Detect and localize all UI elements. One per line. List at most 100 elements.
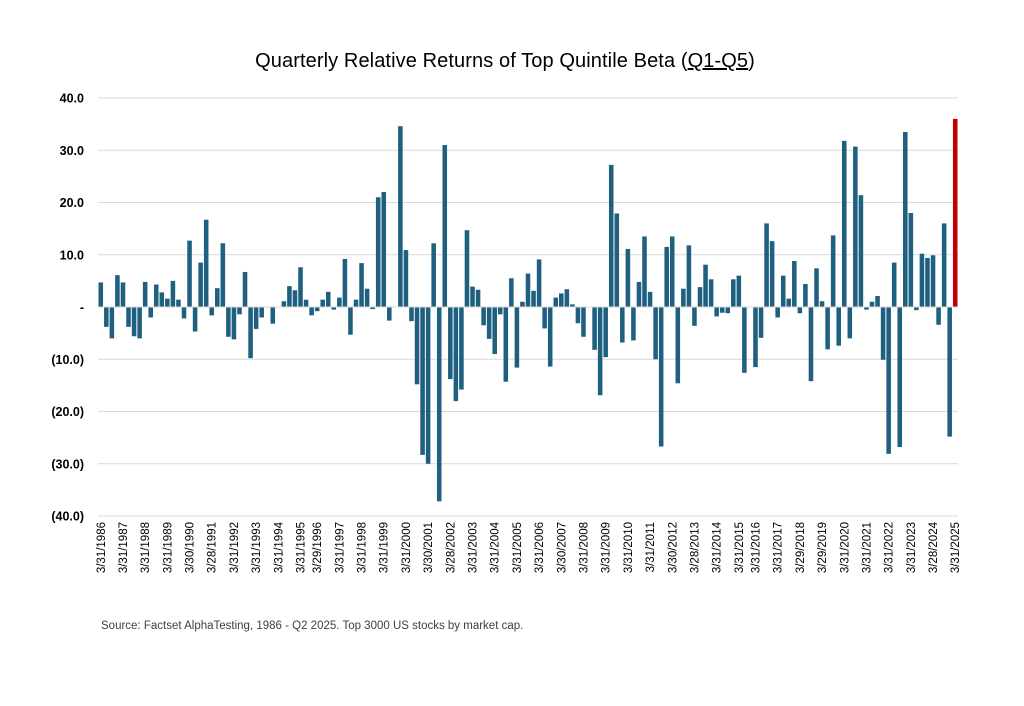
bar xyxy=(686,245,692,307)
bar xyxy=(503,307,509,382)
bar xyxy=(742,307,747,373)
bar xyxy=(115,275,120,307)
bar xyxy=(592,307,597,350)
x-tick-label: 3/31/2003 xyxy=(468,522,480,573)
x-tick-label: 3/31/2008 xyxy=(578,522,590,573)
x-tick-label: 3/30/2007 xyxy=(556,522,568,573)
gridlines xyxy=(98,97,958,517)
bar xyxy=(703,264,708,307)
bar xyxy=(237,307,242,315)
x-tick-label: 3/31/1995 xyxy=(296,522,308,573)
bar xyxy=(259,307,264,318)
x-tick-label: 3/30/1990 xyxy=(185,522,197,573)
bar xyxy=(925,257,930,307)
bar xyxy=(903,131,908,307)
x-tick-label: 3/29/2018 xyxy=(795,522,807,573)
bar xyxy=(359,263,364,307)
bar xyxy=(647,291,653,307)
x-tick-label: 3/31/2006 xyxy=(534,522,546,573)
bar xyxy=(220,243,226,307)
x-tick-label: 3/31/2014 xyxy=(712,521,724,573)
bar xyxy=(425,307,431,464)
bar xyxy=(636,281,642,307)
bar xyxy=(891,262,897,307)
bar xyxy=(830,235,836,307)
bar xyxy=(564,289,570,307)
x-tick-label: 3/31/2025 xyxy=(950,522,962,573)
x-tick-label: 3/31/1997 xyxy=(334,522,346,573)
title-text: Quarterly Relative Returns of Top Quinti… xyxy=(255,50,688,72)
chart-title: Quarterly Relative Returns of Top Quinti… xyxy=(0,50,1010,73)
title-underlined-text: Q1-Q5 xyxy=(687,50,749,72)
bar xyxy=(165,298,170,307)
bar xyxy=(142,281,148,307)
bar xyxy=(486,307,492,339)
bar xyxy=(109,307,115,339)
bar xyxy=(864,307,869,310)
bar xyxy=(331,307,337,310)
x-tick-label: 3/28/2013 xyxy=(689,522,701,573)
x-tick-label: 3/28/1991 xyxy=(207,522,219,573)
bar xyxy=(708,279,714,307)
bar xyxy=(886,307,891,454)
bar xyxy=(603,307,608,358)
bar xyxy=(442,145,448,307)
x-tick-label: 3/30/2001 xyxy=(423,522,435,573)
bar xyxy=(681,288,686,307)
bar xyxy=(126,307,131,327)
bar xyxy=(642,236,647,307)
bar xyxy=(348,307,353,335)
bar xyxy=(536,259,542,307)
bar xyxy=(481,307,486,326)
bar xyxy=(559,293,564,307)
bar xyxy=(764,223,769,307)
y-tick-label: (30.0) xyxy=(51,457,84,471)
y-tick-label: 20.0 xyxy=(60,196,84,210)
bar xyxy=(725,307,731,314)
x-tick-label: 3/31/1993 xyxy=(251,522,263,573)
bar xyxy=(664,246,669,307)
bar xyxy=(420,307,425,455)
bar xyxy=(320,299,325,307)
y-tick-label: 40.0 xyxy=(60,92,84,106)
bar xyxy=(875,296,880,307)
bar xyxy=(364,288,370,307)
bar xyxy=(387,307,392,321)
x-axis: 3/31/1986 3/31/1987 3/31/1988 3/31/1989 3/30… xyxy=(96,306,962,573)
bar xyxy=(170,280,176,308)
bar xyxy=(780,275,786,307)
x-tick-label: 3/31/2004 xyxy=(490,521,502,573)
bar xyxy=(719,307,725,313)
bar xyxy=(342,258,348,307)
bar xyxy=(941,223,947,307)
bar xyxy=(653,307,658,360)
x-tick-label: 3/31/2009 xyxy=(601,522,613,573)
bar xyxy=(514,307,520,368)
x-tick-label: 3/31/2022 xyxy=(884,522,896,573)
bar xyxy=(553,297,559,307)
bar xyxy=(215,288,220,307)
bar xyxy=(581,307,586,337)
bar xyxy=(897,307,903,448)
x-tick-label: 3/31/1988 xyxy=(140,522,152,573)
bar xyxy=(792,261,797,307)
x-tick-label: 3/31/2023 xyxy=(906,522,918,573)
bar xyxy=(736,275,742,307)
title-end-text: ) xyxy=(748,50,755,72)
bar xyxy=(908,212,914,307)
bar xyxy=(270,307,276,324)
bar xyxy=(436,307,442,502)
bar xyxy=(542,307,547,329)
bar xyxy=(841,140,847,307)
bar xyxy=(575,307,581,324)
bar xyxy=(692,307,697,326)
source-note: Source: Factset AlphaTesting, 1986 - Q2 … xyxy=(101,620,524,632)
x-tick-label: 3/31/1986 xyxy=(96,522,108,573)
bar xyxy=(620,307,625,343)
bar xyxy=(203,219,209,307)
bar xyxy=(248,307,253,359)
bar xyxy=(281,301,287,307)
bar xyxy=(104,307,109,327)
bar xyxy=(325,291,331,307)
bar xyxy=(120,282,126,307)
